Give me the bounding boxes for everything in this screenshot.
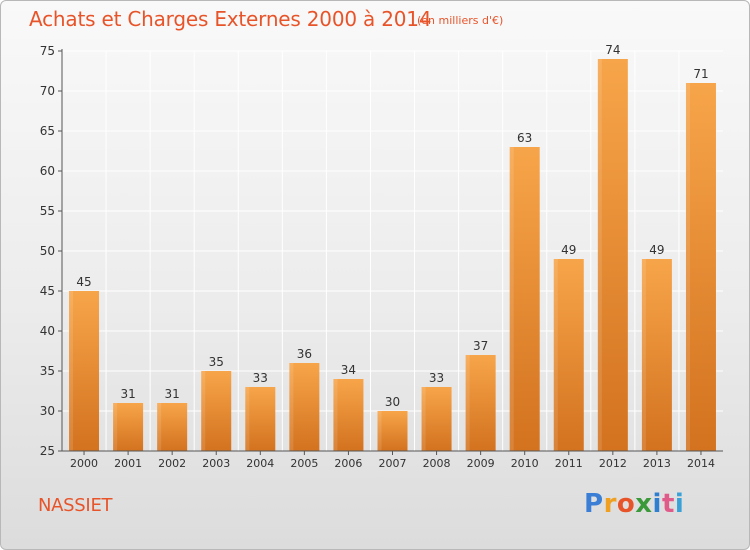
bar-2009 — [465, 355, 496, 451]
logo-letter: i — [652, 489, 662, 519]
bar-highlight — [201, 371, 206, 451]
x-tick-label: 2006 — [334, 457, 362, 470]
x-tick-label: 2013 — [643, 457, 671, 470]
bar-2006 — [333, 379, 364, 451]
y-tick-label: 25 — [40, 444, 55, 458]
bar-2011 — [553, 259, 584, 451]
bar-2012 — [597, 59, 628, 451]
chart-title: Achats et Charges Externes 2000 à 2014 — [29, 7, 432, 31]
data-label: 74 — [605, 43, 620, 57]
y-tick-label: 40 — [40, 324, 55, 338]
bar-highlight — [597, 59, 602, 451]
x-tick-label: 2008 — [423, 457, 451, 470]
y-tick-label: 60 — [40, 164, 55, 178]
chart-subtitle: (en milliers d'€) — [417, 14, 504, 27]
data-label: 31 — [120, 387, 135, 401]
y-tick-label: 30 — [40, 404, 55, 418]
logo-letter: t — [661, 489, 675, 519]
bar-highlight — [509, 147, 514, 451]
bar-2010 — [509, 147, 540, 451]
x-tick-label: 2012 — [599, 457, 627, 470]
bar-highlight — [289, 363, 294, 451]
bar-2002 — [157, 403, 188, 451]
data-label: 36 — [297, 347, 312, 361]
y-tick-label: 70 — [40, 84, 55, 98]
y-tick-label: 50 — [40, 244, 55, 258]
bar-highlight — [685, 83, 690, 451]
proxiti-logo: Proxiti — [584, 489, 684, 519]
data-label: 49 — [561, 243, 576, 257]
data-label: 30 — [385, 395, 400, 409]
x-tick-label: 2001 — [114, 457, 142, 470]
data-label: 71 — [693, 67, 708, 81]
bar-2004 — [245, 387, 276, 451]
bar-2007 — [377, 411, 408, 451]
x-tick-label: 2000 — [70, 457, 98, 470]
data-label: 35 — [209, 355, 224, 369]
y-tick-label: 35 — [40, 364, 55, 378]
bar-highlight — [421, 387, 426, 451]
data-label: 37 — [473, 339, 488, 353]
y-tick-label: 55 — [40, 204, 55, 218]
bar-2014 — [685, 83, 716, 451]
x-tick-label: 2007 — [379, 457, 407, 470]
x-tick-label: 2005 — [290, 457, 318, 470]
data-label: 63 — [517, 131, 532, 145]
bar-highlight — [157, 403, 162, 451]
bar-2003 — [201, 371, 232, 451]
data-label: 45 — [76, 275, 91, 289]
bar-highlight — [113, 403, 118, 451]
x-tick-label: 2011 — [555, 457, 583, 470]
bar-highlight — [465, 355, 470, 451]
bar-highlight — [377, 411, 382, 451]
data-label: 49 — [649, 243, 664, 257]
data-labels: 45 31 31 35 33 36 34 30 33 37 63 49 74 49 71 — [76, 43, 708, 409]
bar-2000 — [69, 291, 100, 451]
bar-2005 — [289, 363, 320, 451]
bar-2008 — [421, 387, 452, 451]
x-tick-label: 2004 — [246, 457, 274, 470]
bar-highlight — [333, 379, 338, 451]
logo-letter: o — [616, 489, 636, 519]
y-tick-label: 45 — [40, 284, 55, 298]
x-tick-label: 2003 — [202, 457, 230, 470]
bars — [69, 59, 716, 451]
logo-letter: i — [674, 489, 685, 519]
logo-letter: x — [635, 489, 653, 519]
town-name: NASSIET — [38, 495, 113, 516]
bar-highlight — [69, 291, 74, 451]
x-tick-label: 2014 — [687, 457, 715, 470]
logo-letter: P — [584, 489, 604, 519]
y-tick-label: 65 — [40, 124, 55, 138]
bar-highlight — [245, 387, 250, 451]
y-tick-label: 75 — [40, 44, 55, 58]
x-tick-label: 2009 — [467, 457, 495, 470]
x-tick-label: 2002 — [158, 457, 186, 470]
data-label: 33 — [429, 371, 444, 385]
bar-2001 — [113, 403, 144, 451]
data-label: 33 — [253, 371, 268, 385]
bar-2013 — [641, 259, 672, 451]
bar-highlight — [553, 259, 558, 451]
data-label: 31 — [165, 387, 180, 401]
bar-highlight — [641, 259, 646, 451]
logo-letter: r — [603, 489, 617, 519]
axes: 25 30 35 40 45 50 55 60 65 70 75 2000 2001 2002 2003 20… — [40, 44, 723, 470]
x-tick-label: 2010 — [511, 457, 539, 470]
data-label: 34 — [341, 363, 356, 377]
